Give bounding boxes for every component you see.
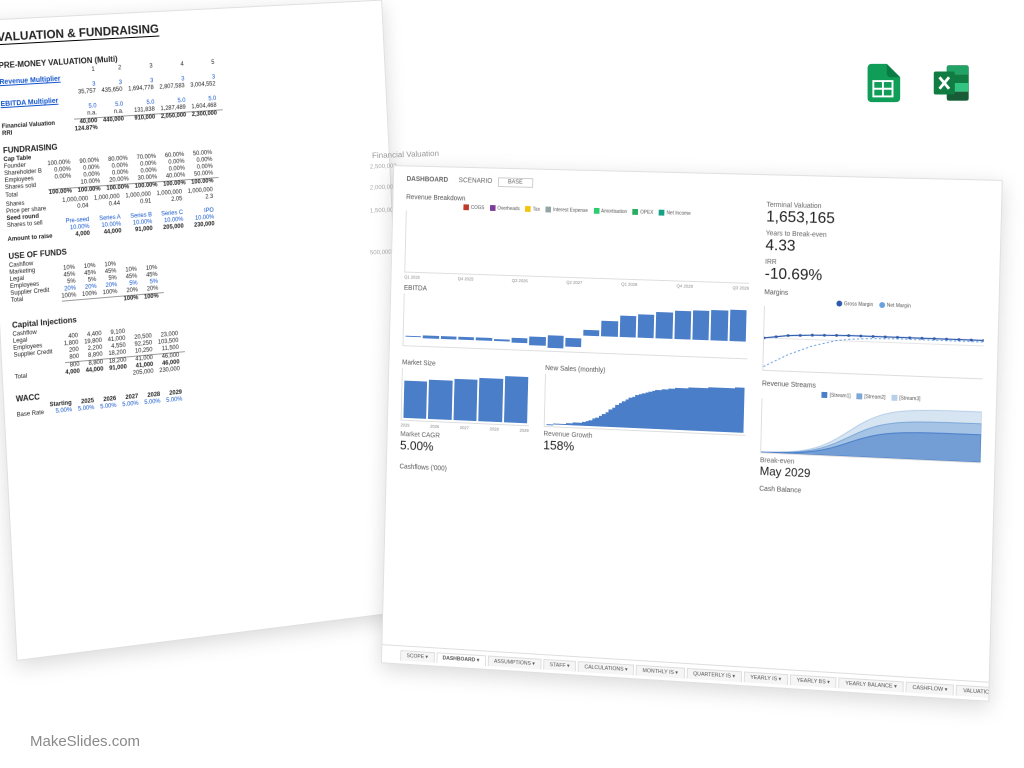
margins-chart [762, 306, 984, 380]
app-icons [858, 60, 974, 106]
scenario-label: SCENARIO [459, 177, 493, 185]
kpi-column: Terminal Valuation1,653,165Years to Brea… [759, 198, 987, 505]
revenue-breakdown-chart [404, 211, 750, 284]
excel-icon [928, 60, 974, 106]
new-sales-block: New Sales (monthly) Revenue Growth 158% [543, 360, 747, 471]
tab-monthly-is[interactable]: MONTHLY IS ▾ [636, 664, 685, 678]
watermark: MakeSlides.com [30, 733, 140, 750]
kpi: Years to Break-even4.33 [765, 230, 986, 261]
kpi: Terminal Valuation1,653,165 [766, 202, 987, 233]
use-of-funds-table: CashflowMarketing10%10%10%Legal45%45%45%… [9, 251, 165, 313]
scenario-value[interactable]: BASE [498, 177, 533, 188]
capital-injections-table: CashflowLegal4004,4009,100Employees1,800… [12, 317, 185, 389]
fv-chart-title: Financial Valuation [372, 149, 439, 160]
tab-yearly-is[interactable]: YEARLY IS ▾ [744, 671, 789, 685]
new-sales-chart [544, 374, 747, 436]
ebitda-chart [402, 294, 748, 360]
tab-calculations[interactable]: CALCULATIONS ▾ [578, 661, 635, 675]
sheet-title: VALUATION & FUNDRAISING [0, 22, 159, 45]
tab-staff[interactable]: STAFF ▾ [543, 658, 576, 671]
cash-balance-title: Cash Balance [759, 485, 979, 503]
tab-scope[interactable]: SCOPE ▾ [400, 650, 434, 663]
dashboard-spreadsheet: DASHBOARD SCENARIO BASE Revenue Breakdow… [381, 165, 1003, 702]
valuation-spreadsheet: VALUATION & FUNDRAISING PRE-MONEY VALUAT… [0, 0, 412, 661]
tab-yearly-balance[interactable]: YEARLY BALANCE ▾ [838, 677, 903, 692]
kpi: IRR-10.69% [765, 259, 986, 291]
google-sheets-icon [858, 60, 904, 106]
sheet-tabs[interactable]: SCOPE ▾DASHBOARD ▾ASSUMPTIONS ▾STAFF ▾CA… [382, 644, 989, 701]
tab-dashboard[interactable]: DASHBOARD ▾ [436, 652, 486, 666]
market-size-chart [401, 368, 531, 426]
tab-yearly-bs[interactable]: YEARLY BS ▾ [790, 674, 837, 688]
tab-quarterly-is[interactable]: QUARTERLY IS ▾ [686, 667, 742, 681]
tab-cashflow[interactable]: CASHFLOW ▾ [905, 681, 954, 695]
premoney-table: 12345Revenue Multiplier3333335,757435,65… [0, 60, 223, 139]
kpi-list: Terminal Valuation1,653,165Years to Brea… [765, 202, 988, 291]
fv-ytick-3: 500,000 [370, 250, 392, 257]
tab-assumptions[interactable]: ASSUMPTIONS ▾ [487, 655, 541, 669]
revenue-streams-chart [760, 398, 982, 463]
market-size-block: Market Size 20252026202720282029 Market … [400, 354, 531, 460]
dashboard-label: DASHBOARD [407, 176, 449, 184]
tab-valuation[interactable]: VALUATION ▾ [956, 684, 989, 698]
charts-column: Revenue Breakdown COGSOverheadsTaxIntere… [399, 188, 751, 493]
